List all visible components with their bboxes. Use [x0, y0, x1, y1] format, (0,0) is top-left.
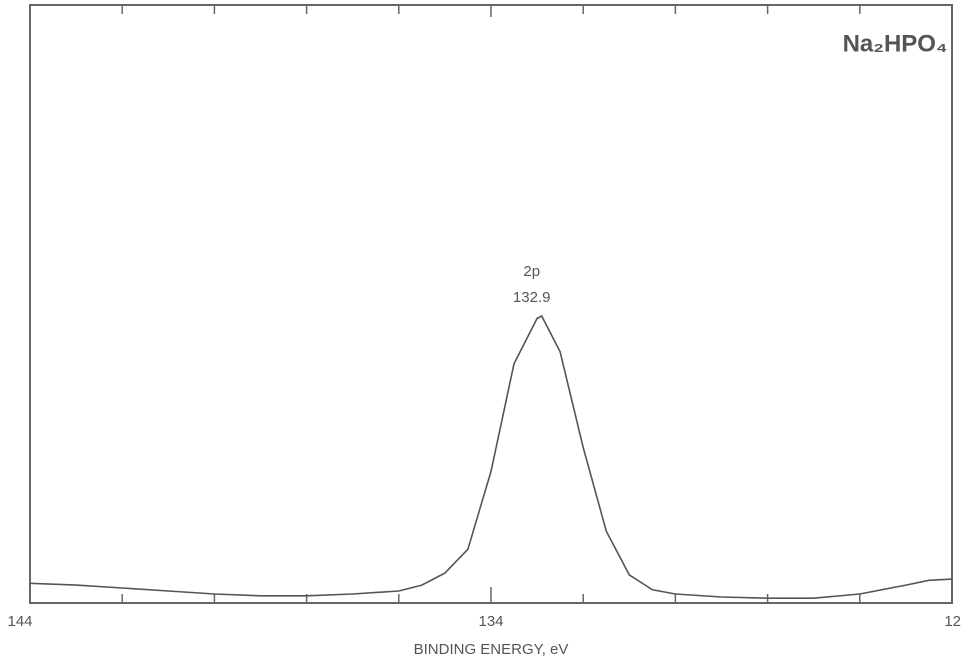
x-axis-label: BINDING ENERGY, eV	[414, 641, 569, 658]
x-tick-label: 12	[944, 613, 961, 630]
x-tick-label: 144	[7, 613, 32, 630]
spectrum-line	[29, 314, 953, 599]
x-tick-label: 134	[478, 613, 503, 630]
plot-frame	[29, 4, 953, 604]
chart-title: Na₂HPO₄	[843, 30, 948, 57]
peak-annotation: 132.9	[513, 289, 551, 306]
peak-annotation: 2p	[523, 263, 540, 280]
